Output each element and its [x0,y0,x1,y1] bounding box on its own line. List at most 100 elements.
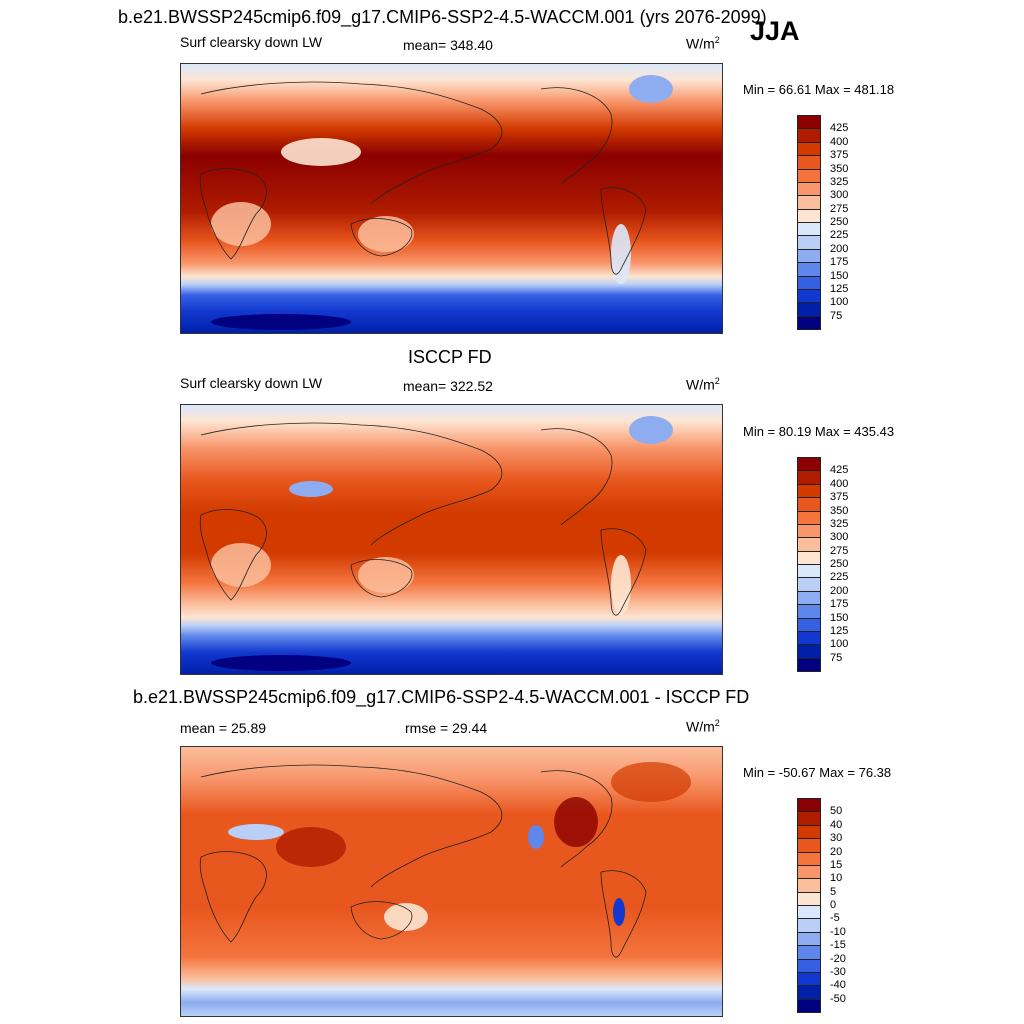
colorbar-tick-label: 275 [830,202,849,215]
panel-variable-label: Surf clearsky down LW [180,375,323,391]
colorbar-tick-label: 150 [830,269,849,282]
world-map-contour [181,747,722,1016]
colorbar-swatch [797,155,821,170]
panel-rmse-label: rmse = 29.44 [405,720,488,736]
colorbar-tick-label: 375 [830,149,849,162]
panel-mean-label: mean= 322.52 [403,378,493,394]
colorbar-swatch [797,115,821,130]
colorbar-swatch [797,262,821,277]
colorbar-swatch [797,630,821,646]
panel-minmax: Min = -50.67 Max = 76.38 [743,765,892,780]
colorbar-tick-label: 225 [830,571,849,584]
colorbar-swatch [797,315,821,330]
map-plot [180,404,723,675]
main-title: b.e21.BWSSP245cmip6.f09_g17.CMIP6-SSP2-4… [118,7,767,27]
colorbar-swatch [797,891,821,906]
colorbar-tick-label: 50 [830,805,843,818]
colorbar-swatch [797,971,821,987]
colorbar-tick-label: 350 [830,504,849,517]
panel-units: W/m2 [686,376,720,393]
colorbar-swatch [797,945,821,960]
colorbar-swatch [797,208,821,223]
colorbar-tick-label: -50 [830,992,846,1005]
colorbar: 425 400 375 350 325 300 275 250 225 200 175 150 125 1… [797,457,848,672]
colorbar-swatch [797,128,821,143]
panel-minmax: Min = 66.61 Max = 481.18 [743,82,895,97]
colorbar-tick-label: 200 [830,584,849,597]
colorbar-tick-label: 125 [830,624,849,637]
colorbar-tick-label: 0 [830,899,837,911]
colorbar-tick-label: 175 [830,256,849,269]
colorbar-swatch [797,577,821,592]
colorbar-swatch [797,288,821,304]
colorbar-swatch [797,483,821,499]
colorbar-tick-label: -40 [830,979,846,992]
colorbar-tick-label: -20 [830,952,846,965]
colorbar-tick-label: 40 [830,818,843,831]
panel-title: b.e21.BWSSP245cmip6.f09_g17.CMIP6-SSP2-4… [133,687,750,707]
colorbar-swatch [797,851,821,866]
colorbar-swatch [797,878,821,893]
colorbar-tick-label: 175 [830,598,849,611]
colorbar-swatch [797,905,821,920]
colorbar-swatch [797,798,821,813]
colorbar-tick-label: 15 [830,858,843,871]
colorbar-swatch [797,811,821,826]
colorbar-swatch [797,617,821,632]
world-map-contour [181,64,722,333]
colorbar-tick-label: 425 [830,464,849,477]
colorbar-tick-label: 400 [830,135,849,148]
colorbar-tick-label: -10 [830,925,846,938]
panel-variable-label: Surf clearsky down LW [180,34,323,50]
colorbar-swatch [797,470,821,485]
colorbar-swatch [797,510,821,525]
colorbar-swatch [797,248,821,264]
season-label: JJA [750,16,800,46]
colorbar-swatch [797,644,821,659]
colorbar-swatch [797,523,821,539]
colorbar-swatch [797,564,821,579]
colorbar-tick-label: 325 [830,175,849,188]
colorbar-tick-label: -15 [830,939,846,952]
colorbar-swatch [797,958,821,973]
colorbar-tick-label: 75 [830,309,843,322]
world-map-contour [181,405,722,674]
colorbar-swatch [797,195,821,210]
panel-minmax: Min = 80.19 Max = 435.43 [743,424,895,439]
panel-units: W/m2 [686,718,720,735]
colorbar-tick-label: 300 [830,531,849,544]
colorbar-tick-label: 100 [830,638,849,651]
panel-units: W/m2 [686,35,720,52]
colorbar-swatch [797,537,821,552]
colorbar-tick-label: -30 [830,965,846,978]
colorbar-tick-label: 300 [830,189,849,202]
colorbar-tick-label: 5 [830,885,837,898]
colorbar-swatch [797,604,821,619]
colorbar-tick-label: -5 [830,912,840,925]
panel-mean-label: mean= 348.40 [403,37,493,53]
colorbar-swatch [797,222,821,237]
colorbar-swatch [797,590,821,606]
colorbar-swatch [797,457,821,472]
colorbar-tick-label: 200 [830,242,849,255]
colorbar-swatch [797,998,821,1013]
colorbar-tick-label: 10 [830,872,843,885]
colorbar-tick-label: 30 [830,832,843,845]
colorbar-tick-label: 75 [830,651,843,664]
map-plot [180,746,723,1017]
colorbar-tick-label: 125 [830,282,849,295]
colorbar-swatch [797,302,821,317]
colorbar-swatch [797,657,821,672]
panel-title: ISCCP FD [408,347,492,367]
colorbar-tick-label: 20 [830,845,843,858]
colorbar-tick-label: 375 [830,491,849,504]
colorbar-swatch [797,918,821,933]
colorbar-swatch [797,181,821,197]
colorbar-swatch [797,235,821,250]
colorbar-swatch [797,824,821,840]
colorbar-swatch [797,275,821,290]
colorbar-swatch [797,497,821,512]
colorbar-swatch [797,838,821,853]
panel-mean-label: mean = 25.89 [180,720,267,736]
colorbar-swatch [797,141,821,157]
